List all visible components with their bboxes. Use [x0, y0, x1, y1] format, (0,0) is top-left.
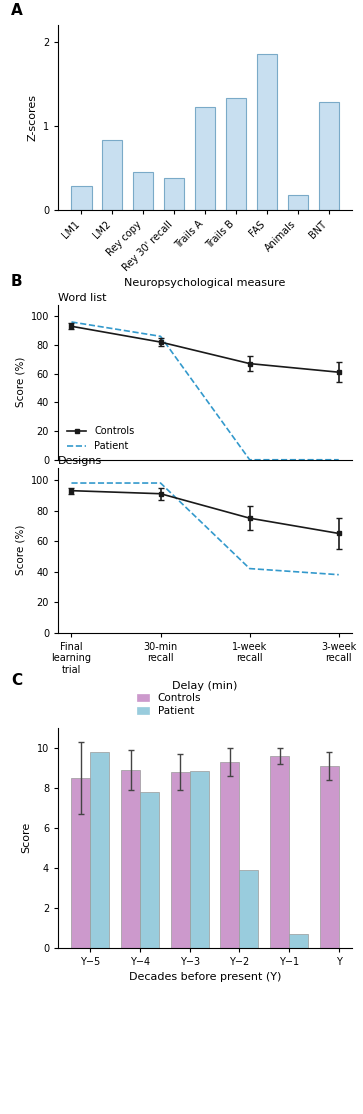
Text: B: B — [11, 274, 23, 290]
Bar — [226, 98, 246, 211]
Y-axis label: Z-scores: Z-scores — [27, 94, 37, 141]
Text: Source: Nat Clin Pract Neurol © 2008 Nature Publishing Group: Source: Nat Clin Pract Neurol © 2008 Nat… — [50, 1101, 313, 1110]
X-axis label: Delay (min): Delay (min) — [172, 681, 238, 691]
Bar — [288, 195, 308, 211]
X-axis label: Decades before present (Y): Decades before present (Y) — [129, 973, 281, 983]
Bar — [72, 186, 91, 211]
Bar — [190, 771, 209, 948]
Text: Medscape®: Medscape® — [11, 3, 94, 17]
Bar — [133, 173, 153, 211]
Bar — [319, 102, 339, 211]
Bar — [140, 792, 159, 948]
Bar — [220, 762, 239, 948]
Y-axis label: Score (%): Score (%) — [15, 358, 25, 408]
Text: C: C — [11, 673, 22, 688]
Bar — [320, 765, 339, 948]
Text: A: A — [11, 2, 23, 18]
X-axis label: Neuropsychological measure: Neuropsychological measure — [125, 278, 286, 289]
Bar — [102, 140, 122, 211]
Y-axis label: Score (%): Score (%) — [15, 525, 25, 576]
Bar — [164, 178, 184, 211]
Bar — [239, 870, 258, 948]
Bar — [72, 778, 90, 948]
Y-axis label: Score: Score — [21, 822, 31, 853]
Text: Word list: Word list — [58, 293, 107, 303]
Bar — [121, 770, 140, 948]
Bar — [270, 755, 289, 948]
Legend: Controls, Patient: Controls, Patient — [137, 693, 201, 716]
Bar — [90, 752, 109, 948]
Bar — [171, 772, 190, 948]
Bar — [195, 107, 215, 211]
Text: www.medscape.com: www.medscape.com — [142, 4, 257, 14]
Text: Designs: Designs — [58, 456, 102, 466]
Bar — [257, 55, 277, 211]
Legend: Controls, Patient: Controls, Patient — [63, 422, 138, 455]
Bar — [289, 934, 308, 948]
